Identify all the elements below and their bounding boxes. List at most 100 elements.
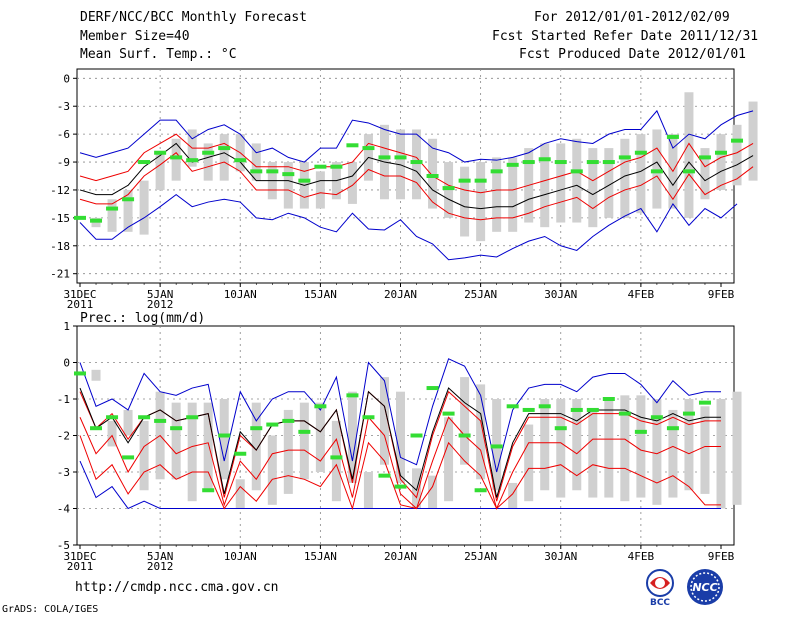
x-tick-label: 20JAN	[384, 288, 417, 301]
spread-box	[508, 157, 518, 232]
spread-box	[379, 377, 389, 465]
observation-mark	[442, 411, 455, 416]
y-tick-label: -15	[50, 212, 70, 225]
observation-mark	[314, 164, 327, 169]
observation-mark	[186, 415, 199, 420]
spread-box	[700, 148, 710, 200]
observation-mark	[426, 174, 439, 178]
spread-box	[267, 435, 277, 505]
observation-mark	[202, 150, 215, 155]
observation-mark	[106, 415, 119, 420]
observation-mark	[394, 484, 407, 489]
observation-mark	[170, 426, 183, 431]
forecast-started: Fcst Started Refer Date 2011/12/31	[492, 29, 759, 44]
spread-box	[476, 162, 486, 242]
spread-box	[363, 472, 373, 509]
observation-mark	[202, 488, 215, 493]
spread-box	[652, 129, 662, 209]
middle-spread-line	[79, 416, 721, 510]
observation-mark	[458, 433, 471, 438]
spread-box	[748, 101, 758, 181]
x-tick-label: 30JAN	[544, 288, 577, 301]
spread-box	[604, 148, 614, 218]
observation-mark	[650, 169, 663, 174]
spread-box	[652, 399, 662, 505]
spread-box	[732, 391, 742, 505]
observation-mark	[410, 433, 423, 438]
spread-box	[476, 384, 486, 480]
observation-mark	[410, 160, 423, 165]
observation-mark	[346, 393, 359, 398]
spread-box	[283, 409, 293, 494]
x-year-label: 2011	[67, 560, 94, 573]
spread-box	[636, 395, 646, 498]
ncc-logo: NCC	[687, 569, 723, 605]
observation-mark	[698, 155, 711, 160]
observation-mark	[570, 169, 583, 174]
observation-mark	[731, 138, 744, 143]
spread-box	[684, 399, 694, 491]
observation-mark	[346, 143, 359, 148]
envelope-max-line	[79, 358, 721, 473]
spread-box	[251, 143, 261, 181]
spread-box	[315, 171, 325, 209]
observation-mark	[715, 150, 727, 155]
y-tick-label: 1	[63, 320, 70, 333]
observation-mark	[122, 197, 135, 202]
y-tick-label: -1	[57, 393, 70, 406]
lower-spread-line	[79, 152, 754, 221]
svg-text:BCC: BCC	[650, 598, 670, 607]
observation-mark	[106, 206, 119, 211]
spread-box	[588, 409, 598, 498]
observation-mark	[522, 160, 535, 165]
spread-box	[732, 124, 742, 186]
forecast-period: For 2012/01/01-2012/02/09	[534, 10, 730, 25]
website-url[interactable]: http://cmdp.ncc.cma.gov.cn	[75, 580, 279, 595]
spread-box	[556, 143, 566, 223]
x-year-label: 2011	[67, 298, 94, 311]
spread-box	[620, 395, 630, 502]
x-tick-label: 10JAN	[224, 288, 257, 301]
observation-mark	[362, 146, 375, 151]
x-tick-label: 15JAN	[304, 550, 337, 563]
x-tick-label: 30JAN	[544, 550, 577, 563]
spread-box	[716, 134, 726, 190]
x-tick-label: 15JAN	[304, 288, 337, 301]
observation-mark	[602, 397, 615, 401]
observation-mark	[250, 169, 263, 174]
spread-box	[299, 402, 309, 480]
spread-box	[171, 402, 181, 480]
spread-box	[251, 402, 261, 491]
envelope-min-line	[79, 460, 721, 510]
x-tick-label: 5JAN	[147, 288, 174, 301]
observation-mark	[602, 160, 615, 165]
spread-box	[203, 143, 213, 181]
x-tick-label: 4FEB	[628, 550, 655, 563]
spread-box	[171, 138, 181, 181]
envelope-min-line	[79, 193, 738, 261]
observation-mark	[506, 162, 519, 167]
observation-mark	[522, 407, 535, 412]
observation-mark	[74, 371, 86, 376]
y-tick-label: -5	[57, 539, 70, 552]
spread-box	[139, 420, 149, 491]
y-tick-label: -3	[57, 100, 70, 113]
spread-box	[396, 391, 405, 483]
observation-mark	[90, 218, 103, 223]
grads-credit: GrADS: COLA/IGES	[2, 604, 99, 615]
observation-mark	[490, 444, 503, 449]
observation-mark	[138, 415, 151, 420]
observation-mark	[394, 155, 407, 160]
y-tick-label: 0	[63, 72, 70, 85]
spread-box	[604, 399, 614, 498]
spread-box	[588, 148, 598, 228]
observation-mark	[442, 186, 455, 191]
spread-box	[107, 199, 117, 232]
observation-mark	[682, 169, 695, 174]
spread-box	[540, 399, 550, 491]
observation-mark	[586, 407, 599, 412]
spread-box	[556, 399, 566, 498]
observation-mark	[282, 418, 295, 423]
